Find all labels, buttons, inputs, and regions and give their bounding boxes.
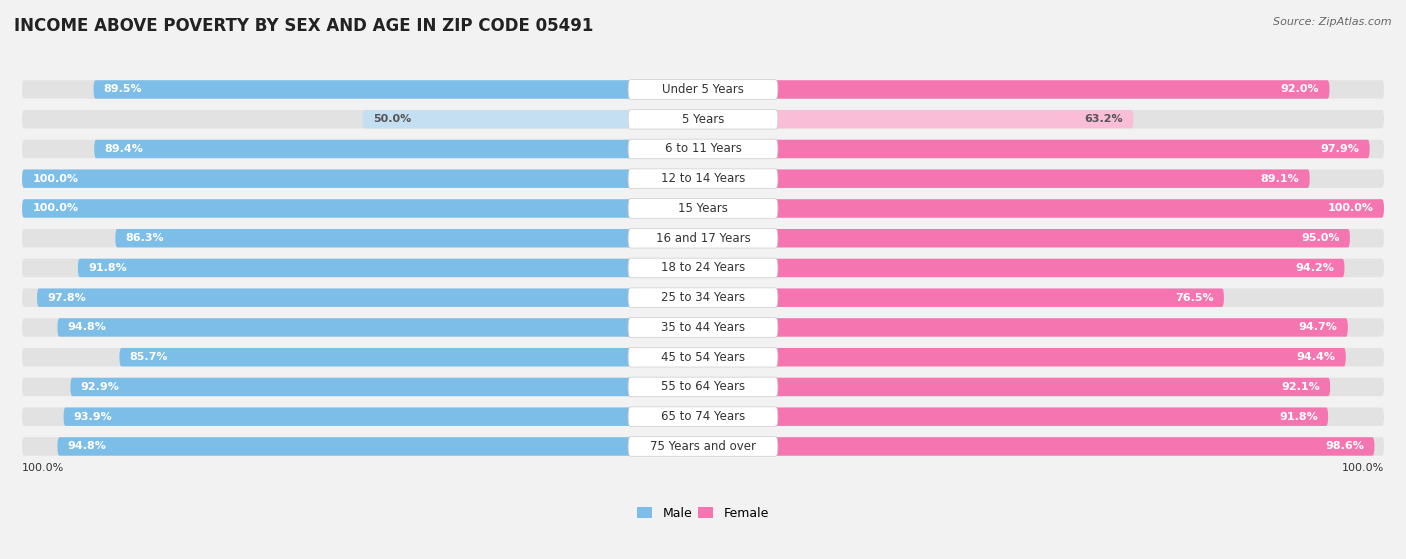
FancyBboxPatch shape (703, 408, 1329, 426)
Text: 94.8%: 94.8% (67, 442, 107, 452)
FancyBboxPatch shape (22, 288, 1384, 307)
FancyBboxPatch shape (70, 378, 703, 396)
FancyBboxPatch shape (628, 437, 778, 456)
FancyBboxPatch shape (703, 199, 1384, 217)
FancyBboxPatch shape (58, 318, 703, 337)
FancyBboxPatch shape (22, 408, 1384, 426)
Text: 89.4%: 89.4% (104, 144, 143, 154)
FancyBboxPatch shape (628, 169, 778, 188)
Text: 45 to 54 Years: 45 to 54 Years (661, 350, 745, 364)
Text: 25 to 34 Years: 25 to 34 Years (661, 291, 745, 304)
FancyBboxPatch shape (94, 80, 703, 99)
FancyBboxPatch shape (628, 79, 778, 100)
FancyBboxPatch shape (22, 229, 1384, 248)
Text: 97.8%: 97.8% (48, 293, 86, 303)
FancyBboxPatch shape (22, 437, 1384, 456)
FancyBboxPatch shape (703, 140, 1369, 158)
FancyBboxPatch shape (58, 437, 703, 456)
FancyBboxPatch shape (703, 288, 1225, 307)
Text: 63.2%: 63.2% (1084, 114, 1123, 124)
Text: 92.0%: 92.0% (1281, 84, 1319, 94)
FancyBboxPatch shape (22, 259, 1384, 277)
FancyBboxPatch shape (63, 408, 703, 426)
FancyBboxPatch shape (22, 199, 1384, 217)
Text: 94.8%: 94.8% (67, 323, 107, 333)
FancyBboxPatch shape (22, 318, 1384, 337)
Text: 100.0%: 100.0% (22, 463, 65, 473)
FancyBboxPatch shape (703, 80, 1330, 99)
FancyBboxPatch shape (628, 229, 778, 248)
FancyBboxPatch shape (115, 229, 703, 248)
Text: 16 and 17 Years: 16 and 17 Years (655, 232, 751, 245)
FancyBboxPatch shape (22, 199, 703, 217)
FancyBboxPatch shape (22, 169, 703, 188)
Text: 91.8%: 91.8% (1279, 411, 1317, 421)
Text: 50.0%: 50.0% (373, 114, 411, 124)
Text: 5 Years: 5 Years (682, 113, 724, 126)
Text: 65 to 74 Years: 65 to 74 Years (661, 410, 745, 423)
FancyBboxPatch shape (628, 347, 778, 367)
Text: 95.0%: 95.0% (1301, 233, 1340, 243)
Text: 92.9%: 92.9% (80, 382, 120, 392)
FancyBboxPatch shape (628, 258, 778, 278)
Text: 98.6%: 98.6% (1326, 442, 1364, 452)
Text: 94.7%: 94.7% (1299, 323, 1337, 333)
Text: 18 to 24 Years: 18 to 24 Years (661, 262, 745, 274)
FancyBboxPatch shape (703, 110, 1133, 129)
Text: 76.5%: 76.5% (1175, 293, 1213, 303)
FancyBboxPatch shape (22, 169, 1384, 188)
Text: 89.5%: 89.5% (104, 84, 142, 94)
Text: 6 to 11 Years: 6 to 11 Years (665, 143, 741, 155)
FancyBboxPatch shape (120, 348, 703, 366)
FancyBboxPatch shape (22, 80, 1384, 99)
FancyBboxPatch shape (703, 437, 1375, 456)
FancyBboxPatch shape (22, 348, 1384, 366)
FancyBboxPatch shape (628, 288, 778, 307)
Legend: Male, Female: Male, Female (633, 502, 773, 525)
FancyBboxPatch shape (628, 407, 778, 427)
FancyBboxPatch shape (77, 259, 703, 277)
Text: 94.4%: 94.4% (1296, 352, 1336, 362)
Text: 100.0%: 100.0% (32, 174, 79, 184)
FancyBboxPatch shape (22, 110, 1384, 129)
FancyBboxPatch shape (363, 110, 703, 129)
FancyBboxPatch shape (22, 378, 1384, 396)
FancyBboxPatch shape (703, 318, 1348, 337)
Text: 91.8%: 91.8% (89, 263, 127, 273)
FancyBboxPatch shape (628, 198, 778, 218)
Text: Source: ZipAtlas.com: Source: ZipAtlas.com (1274, 17, 1392, 27)
Text: 55 to 64 Years: 55 to 64 Years (661, 381, 745, 394)
FancyBboxPatch shape (703, 348, 1346, 366)
Text: Under 5 Years: Under 5 Years (662, 83, 744, 96)
Text: 12 to 14 Years: 12 to 14 Years (661, 172, 745, 185)
Text: 89.1%: 89.1% (1261, 174, 1299, 184)
Text: 15 Years: 15 Years (678, 202, 728, 215)
FancyBboxPatch shape (703, 169, 1310, 188)
Text: 85.7%: 85.7% (129, 352, 169, 362)
FancyBboxPatch shape (628, 139, 778, 159)
FancyBboxPatch shape (22, 140, 1384, 158)
Text: 94.2%: 94.2% (1295, 263, 1334, 273)
Text: 100.0%: 100.0% (32, 203, 79, 214)
FancyBboxPatch shape (703, 259, 1344, 277)
Text: 35 to 44 Years: 35 to 44 Years (661, 321, 745, 334)
FancyBboxPatch shape (628, 318, 778, 337)
FancyBboxPatch shape (628, 110, 778, 129)
Text: 93.9%: 93.9% (73, 411, 112, 421)
Text: 92.1%: 92.1% (1281, 382, 1320, 392)
Text: INCOME ABOVE POVERTY BY SEX AND AGE IN ZIP CODE 05491: INCOME ABOVE POVERTY BY SEX AND AGE IN Z… (14, 17, 593, 35)
Text: 86.3%: 86.3% (125, 233, 165, 243)
Text: 75 Years and over: 75 Years and over (650, 440, 756, 453)
FancyBboxPatch shape (703, 229, 1350, 248)
FancyBboxPatch shape (703, 378, 1330, 396)
Text: 100.0%: 100.0% (1327, 203, 1374, 214)
FancyBboxPatch shape (628, 377, 778, 397)
Text: 97.9%: 97.9% (1320, 144, 1360, 154)
FancyBboxPatch shape (37, 288, 703, 307)
Text: 100.0%: 100.0% (1341, 463, 1384, 473)
FancyBboxPatch shape (94, 140, 703, 158)
